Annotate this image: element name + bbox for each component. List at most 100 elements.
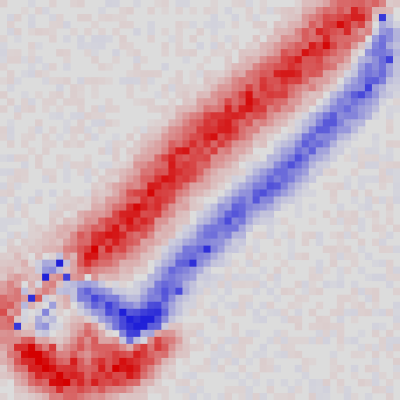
heatmap-cell: [91, 42, 99, 50]
heatmap-cell: [189, 308, 197, 317]
heatmap-cell: [273, 77, 282, 85]
heatmap-cell: [105, 161, 113, 169]
heatmap-cell: [77, 168, 85, 176]
heatmap-cell: [357, 350, 366, 359]
heatmap-cell: [378, 336, 387, 345]
heatmap-cell: [294, 119, 303, 127]
heatmap-cell: [294, 210, 303, 218]
heatmap-cell: [161, 168, 169, 176]
heatmap-cell: [385, 350, 394, 359]
heatmap-cell: [294, 98, 303, 106]
heatmap-cell: [322, 392, 331, 400]
heatmap-cell: [56, 273, 64, 282]
heatmap-cell: [161, 231, 169, 239]
heatmap-cell: [322, 378, 331, 387]
heatmap-cell: [21, 343, 29, 352]
heatmap-cell: [329, 0, 338, 8]
heatmap-cell: [35, 196, 43, 204]
heatmap-cell: [217, 161, 225, 169]
heatmap-cell: [49, 203, 57, 211]
heatmap-cell: [224, 287, 232, 296]
heatmap-cell: [0, 287, 8, 296]
heatmap-cell: [350, 392, 359, 400]
heatmap-cell: [378, 35, 387, 43]
heatmap-cell: [70, 322, 78, 331]
heatmap-cell: [315, 14, 324, 22]
heatmap-cell: [322, 49, 331, 57]
heatmap-cell: [175, 385, 183, 394]
heatmap-cell: [98, 77, 106, 85]
heatmap-cell: [189, 105, 197, 113]
heatmap-cell: [84, 266, 92, 275]
heatmap-cell: [133, 385, 141, 394]
heatmap-cell: [147, 329, 155, 338]
heatmap-cell: [77, 301, 85, 310]
heatmap-cell: [364, 70, 373, 78]
heatmap-cell: [77, 203, 85, 211]
heatmap-cell: [49, 357, 57, 366]
heatmap-cell: [231, 70, 239, 78]
heatmap-cell: [189, 280, 197, 289]
heatmap-cell: [175, 119, 183, 127]
heatmap-cell: [35, 280, 43, 289]
heatmap-cell: [203, 210, 211, 218]
heatmap-cell: [119, 329, 127, 338]
heatmap-cell: [21, 371, 29, 380]
heatmap-cell: [252, 105, 261, 113]
heatmap-cell: [126, 364, 134, 373]
heatmap-cell: [168, 357, 176, 366]
heatmap-cell: [329, 70, 338, 78]
heatmap-cell: [378, 231, 387, 239]
heatmap-cell: [357, 224, 366, 232]
heatmap-cell: [77, 385, 85, 394]
heatmap-cell: [336, 322, 345, 331]
heatmap-cell: [49, 245, 57, 254]
heatmap-cell: [392, 91, 400, 99]
heatmap-cell: [0, 154, 8, 162]
heatmap-cell: [350, 70, 359, 78]
heatmap-cell: [14, 273, 22, 282]
heatmap-cell: [0, 42, 8, 50]
heatmap-cell: [119, 7, 127, 15]
heatmap-cell: [0, 56, 8, 64]
heatmap-cell: [63, 154, 71, 162]
heatmap-cell: [385, 273, 394, 282]
heatmap-cell: [77, 315, 85, 324]
heatmap-cell: [0, 329, 8, 338]
heatmap-cell: [238, 231, 247, 239]
heatmap-cell: [350, 301, 359, 310]
heatmap-cell: [273, 7, 282, 15]
heatmap-cell: [189, 189, 197, 197]
heatmap-cell: [322, 322, 331, 331]
heatmap-cell: [252, 168, 261, 176]
heatmap-cell: [273, 42, 282, 50]
heatmap-cell: [77, 259, 85, 268]
heatmap-cell: [196, 378, 204, 387]
heatmap-cell: [336, 140, 345, 148]
heatmap-cell: [210, 245, 218, 254]
heatmap-cell: [301, 357, 310, 366]
heatmap-cell: [14, 56, 22, 64]
heatmap-cell: [98, 259, 106, 268]
heatmap-cell: [133, 147, 141, 155]
heatmap-cell: [182, 161, 190, 169]
heatmap-cell: [112, 224, 120, 232]
heatmap-cell: [322, 70, 331, 78]
heatmap-cell: [63, 273, 71, 282]
heatmap-cell: [357, 63, 366, 71]
heatmap-cell: [196, 154, 204, 162]
heatmap-cell: [210, 182, 218, 190]
heatmap-cell: [91, 301, 99, 310]
heatmap-cell: [210, 35, 218, 43]
heatmap-cell: [385, 378, 394, 387]
heatmap-cell: [7, 98, 15, 106]
heatmap-cell: [392, 301, 400, 310]
heatmap-cell: [259, 91, 268, 99]
heatmap-cell: [91, 168, 99, 176]
heatmap-cell: [140, 154, 148, 162]
heatmap-cell: [140, 140, 148, 148]
heatmap-cell: [84, 231, 92, 239]
heatmap-cell: [140, 126, 148, 134]
heatmap-cell: [182, 182, 190, 190]
heatmap-cell: [140, 231, 148, 239]
